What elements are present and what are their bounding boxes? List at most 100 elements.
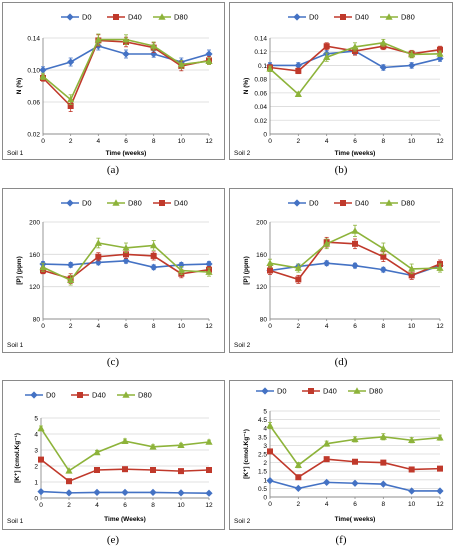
y-tick-label: 80 <box>33 317 41 324</box>
y-tick-label: 0.06 <box>27 100 40 107</box>
x-tick-label: 8 <box>382 323 386 330</box>
legend-item-d40: D40 <box>71 391 106 400</box>
caption-a: (a) <box>106 164 120 176</box>
legend-label: D0 <box>309 13 319 22</box>
data-point <box>323 43 330 50</box>
data-point <box>323 53 331 60</box>
y-axis-label: [P] (ppm) <box>243 256 250 285</box>
x-tick-label: 10 <box>408 323 416 330</box>
legend-marker <box>385 199 393 206</box>
x-tick-label: 6 <box>353 501 357 508</box>
y-tick-label: 0.02 <box>254 118 267 125</box>
data-point <box>65 467 73 474</box>
x-tick-label: 10 <box>408 138 416 145</box>
y-tick-label: 1 <box>34 480 38 487</box>
caption-f: (f) <box>335 534 347 546</box>
data-point <box>205 50 213 58</box>
legend-item-d0: D0 <box>61 13 92 22</box>
caption-d: (d) <box>334 356 348 368</box>
data-point <box>408 61 416 70</box>
x-tick-label: 6 <box>124 323 128 330</box>
series-d80 <box>266 421 444 469</box>
y-tick-label: 0.04 <box>254 104 267 111</box>
x-tick-label: 8 <box>152 323 156 330</box>
legend-marker <box>159 200 165 206</box>
soil-label: Soil 2 <box>234 342 251 349</box>
data-point <box>95 253 102 260</box>
soil-label: Soil 2 <box>234 150 251 157</box>
data-point <box>177 60 185 68</box>
x-tick-label: 4 <box>97 323 101 330</box>
x-tick-label: 2 <box>69 323 73 330</box>
y-tick-label: 3 <box>34 448 38 455</box>
y-tick-label: 0.12 <box>254 49 267 56</box>
x-tick-label: 12 <box>436 138 444 145</box>
data-point <box>67 103 74 109</box>
data-point <box>379 480 387 488</box>
data-point <box>177 489 185 497</box>
data-point <box>150 252 157 259</box>
legend-marker <box>30 391 38 399</box>
data-point <box>67 95 75 103</box>
data-point <box>267 267 273 274</box>
y-tick-label: 0.5 <box>258 486 267 493</box>
y-tick-label: 0.02 <box>27 132 40 139</box>
data-point <box>94 35 102 43</box>
data-point <box>380 459 387 466</box>
x-tick-label: 8 <box>382 501 386 508</box>
data-point <box>351 262 359 270</box>
data-point <box>408 436 416 444</box>
data-point <box>437 465 443 472</box>
x-tick-label: 2 <box>297 501 301 508</box>
x-tick-label: 4 <box>325 501 329 508</box>
panel-c-frame: 80 120 160 200 0 2 4 6 8 10 12 [P] (ppm) Soil 1 D0 D80… <box>2 188 225 353</box>
legend-item-d80: D80 <box>107 199 142 208</box>
legend-marker <box>340 200 346 206</box>
x-tick-label: 12 <box>205 502 213 509</box>
data-point <box>177 266 185 274</box>
legend-label: D0 <box>82 13 92 22</box>
panel-e-frame: 0 1 2 3 4 5 0 2 4 6 8 10 12 [K⁺] (cmol.Kg⁻¹) Time (Wee… <box>2 380 225 530</box>
legend: D0 D80 D40 <box>61 199 188 208</box>
data-point <box>93 488 101 496</box>
data-point <box>266 477 274 485</box>
data-point <box>323 259 331 267</box>
x-tick-label: 4 <box>95 502 99 509</box>
legend-label: D0 <box>46 391 56 400</box>
legend-label: D0 <box>277 387 287 396</box>
data-point <box>37 424 45 432</box>
data-point <box>351 227 359 234</box>
legend-label: D40 <box>174 199 188 208</box>
series-d80 <box>39 237 213 286</box>
legend-label: D0 <box>82 199 92 208</box>
data-point <box>267 448 273 455</box>
x-tick-label: 0 <box>268 323 272 330</box>
legend-item-d40: D40 <box>153 199 188 208</box>
legend-marker <box>353 387 361 394</box>
legend-marker <box>113 14 119 20</box>
data-point <box>121 488 129 496</box>
data-point <box>379 433 387 440</box>
data-point <box>437 46 443 53</box>
panel-b-chart: 0 0.02 0.04 0.06 0.08 0.1 0.12 0.14 0 2 4 6 8 10 12 N (… <box>234 13 444 158</box>
legend-item-d40: D40 <box>334 199 369 208</box>
legend-marker <box>122 391 130 398</box>
data-point <box>323 439 331 447</box>
x-tick-label: 8 <box>151 502 155 509</box>
y-tick-label: 0.10 <box>27 68 40 75</box>
series-d80 <box>37 424 213 474</box>
data-point <box>295 276 302 283</box>
data-point <box>323 240 331 247</box>
legend-item-d80: D80 <box>348 387 383 396</box>
panel-a-chart: 0.02 0.06 0.10 0.14 0 2 4 6 8 10 12 N (%) Time (week… <box>7 13 213 158</box>
data-point <box>122 244 130 251</box>
panel-c-chart: 80 120 160 200 0 2 4 6 8 10 12 [P] (ppm) Soil 1 D0 D80… <box>7 199 213 350</box>
panel-b-frame: 0 0.02 0.04 0.06 0.08 0.1 0.12 0.14 0 2 4 6 8 10 12 N (… <box>229 2 453 160</box>
x-tick-label: 6 <box>353 138 357 145</box>
data-point <box>436 487 444 495</box>
data-point <box>380 253 387 260</box>
legend-marker <box>77 392 83 398</box>
data-point <box>294 461 302 468</box>
